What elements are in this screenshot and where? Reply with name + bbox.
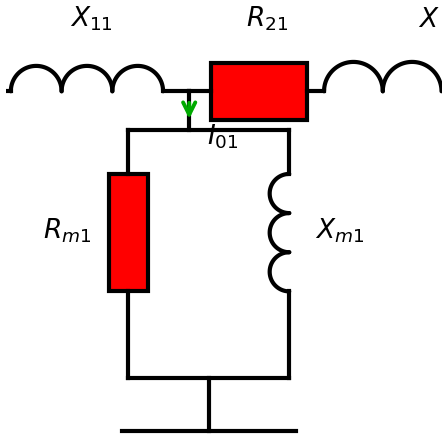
Text: $R_{m1}$: $R_{m1}$ (43, 216, 91, 245)
Text: $X_{m1}$: $X_{m1}$ (315, 216, 365, 245)
Text: $R_{21}$: $R_{21}$ (246, 4, 289, 33)
Text: $X_{11}$: $X_{11}$ (70, 4, 113, 33)
Text: $I_{01}$: $I_{01}$ (207, 123, 238, 151)
Text: $X$: $X$ (418, 7, 439, 33)
Bar (109, 174, 148, 291)
Bar (211, 63, 306, 120)
